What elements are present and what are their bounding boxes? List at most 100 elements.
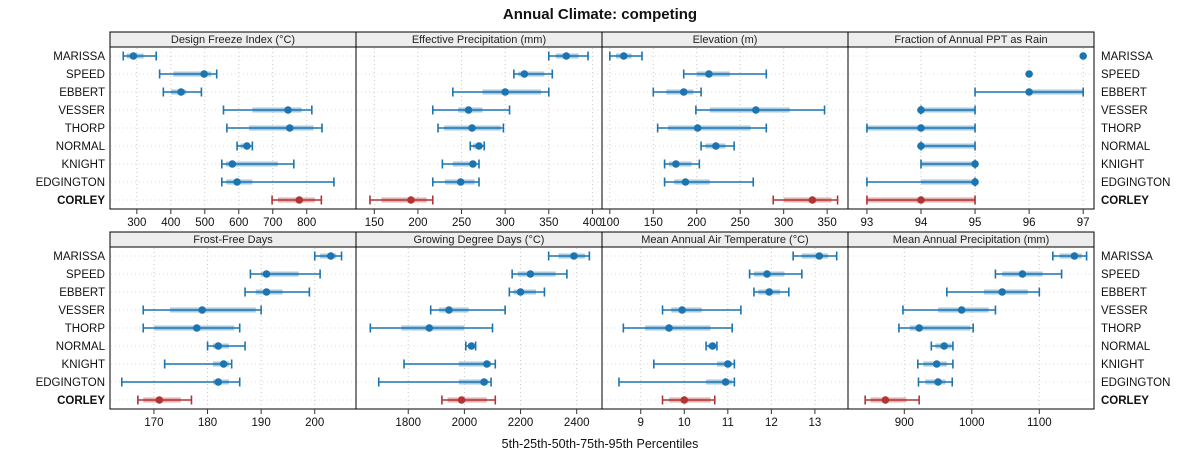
percentile-row-thorp — [369, 323, 494, 333]
panel-header-label: Frost-Free Days — [193, 234, 273, 246]
median-dot — [693, 124, 702, 132]
median-dot — [570, 252, 578, 260]
percentile-row-marissa — [122, 51, 158, 61]
median-dot — [705, 70, 713, 78]
percentile-row-ebbert — [652, 87, 702, 97]
row-label-right-vesser: VESSER — [1101, 305, 1148, 317]
median-dot — [526, 270, 535, 278]
median-dot — [285, 124, 294, 132]
percentile-row-marissa — [1052, 251, 1088, 261]
median-dot — [881, 396, 890, 404]
axis-tick-label: 150 — [365, 217, 384, 229]
row-label-right-edgington: EDGINGTON — [1101, 377, 1170, 389]
axis-tick-label: 600 — [229, 217, 248, 229]
percentile-row-speed — [682, 69, 768, 79]
median-dot — [1025, 70, 1033, 78]
row-label-right-normal: NORMAL — [1101, 141, 1151, 153]
panel-header-label: Mean Annual Precipitation (mm) — [893, 234, 1050, 246]
percentile-row-vesser — [695, 105, 826, 115]
median-dot — [815, 252, 824, 260]
median-dot — [763, 270, 771, 278]
panel-frost-free-days: 170 180 190 200 Frost-Free Days — [109, 231, 357, 429]
axis-tick-label: 300 — [127, 217, 146, 229]
median-dot — [468, 124, 476, 132]
percentile-row-normal — [236, 141, 254, 151]
panel-growing-degree-days-c: 1800 2000 2200 2400 Growing Degree Days (°C) — [355, 231, 603, 429]
percentile-row-ebbert — [946, 287, 1041, 297]
percentile-row-thorp — [226, 123, 323, 133]
axis-tick-label: 190 — [252, 417, 271, 429]
percentile-row-corley — [866, 195, 976, 205]
axis-tick-label: 800 — [297, 217, 316, 229]
median-dot — [284, 106, 292, 114]
median-dot — [619, 52, 628, 60]
row-label-left-vesser: VESSER — [58, 305, 105, 317]
axis-tick-label: 9 — [638, 417, 644, 429]
median-dot — [917, 106, 925, 114]
axis-tick-label: 2200 — [508, 417, 534, 429]
row-label-right-thorp: THORP — [1101, 123, 1142, 135]
axis-tick-label: 500 — [195, 217, 214, 229]
median-dot — [971, 160, 979, 168]
median-dot — [243, 142, 251, 150]
percentile-row-vesser — [222, 105, 313, 115]
axis-tick-label: 300 — [496, 217, 515, 229]
row-label-right-speed: SPEED — [1101, 269, 1140, 281]
median-dot — [219, 360, 228, 368]
percentile-row-thorp — [622, 323, 733, 333]
percentile-row-vesser — [661, 305, 742, 315]
median-dot — [198, 306, 206, 314]
row-label-left-speed: SPEED — [66, 69, 105, 81]
axis-tick-label: 350 — [539, 217, 558, 229]
row-label-right-thorp: THORP — [1101, 323, 1142, 335]
median-dot — [1079, 52, 1087, 60]
median-dot — [808, 196, 817, 204]
median-dot — [233, 178, 241, 186]
panel-header-label: Growing Degree Days (°C) — [414, 234, 545, 246]
row-label-right-corley: CORLEY — [1101, 195, 1149, 207]
axis-tick-label: 150 — [644, 217, 663, 229]
percentile-row-thorp — [142, 323, 241, 333]
row-label-right-ebbert: EBBERT — [1101, 87, 1147, 99]
percentile-row-vesser — [902, 305, 997, 315]
percentile-row-normal — [700, 141, 735, 151]
percentile-row-edgington — [120, 377, 241, 387]
row-label-left-normal: NORMAL — [56, 141, 106, 153]
axis-tick-label: 400 — [161, 217, 180, 229]
percentile-row-corley — [772, 195, 839, 205]
median-dot — [712, 142, 720, 150]
median-dot — [193, 324, 201, 332]
median-dot — [940, 342, 948, 350]
median-dot — [501, 88, 509, 96]
percentile-row-normal — [469, 141, 486, 151]
panel-fraction-of-annual-ppt-as-rain: 93 94 95 96 97 Fraction of Annual PPT as Rain — [847, 31, 1095, 229]
percentile-row-ebbert — [753, 287, 790, 297]
percentile-row-marissa — [1079, 52, 1087, 60]
median-dot — [679, 88, 688, 96]
row-label-left-marissa: MARISSA — [53, 251, 105, 263]
row-label-left-thorp: THORP — [65, 323, 106, 335]
median-dot — [1018, 270, 1027, 278]
percentile-row-normal — [917, 141, 976, 151]
axis-tick-label: 200 — [408, 217, 427, 229]
percentile-row-normal — [465, 341, 477, 351]
percentile-row-corley — [137, 395, 193, 405]
axis-tick-label: 200 — [305, 417, 324, 429]
axis-tick-label: 180 — [198, 417, 217, 429]
row-label-left-speed: SPEED — [66, 269, 105, 281]
axis-tick-label: 12 — [765, 417, 778, 429]
panel-header-label: Effective Precipitation (mm) — [412, 34, 546, 46]
median-dot — [177, 88, 185, 96]
axis-tick-label: 94 — [915, 217, 928, 229]
percentile-row-speed — [158, 69, 218, 79]
median-dot — [917, 124, 925, 132]
panel-design-freeze-index-c: 300 400 500 600 700 800 Design Freeze Index (°… — [109, 31, 357, 229]
percentile-row-corley — [271, 195, 323, 205]
row-label-left-marissa: MARISSA — [53, 51, 105, 63]
axis-tick-label: 700 — [263, 217, 282, 229]
axis-tick-label: 350 — [818, 217, 837, 229]
chart-title: Annual Climate: competing — [502, 6, 698, 23]
percentile-row-knight — [163, 359, 233, 369]
percentile-row-edgington — [377, 377, 492, 387]
